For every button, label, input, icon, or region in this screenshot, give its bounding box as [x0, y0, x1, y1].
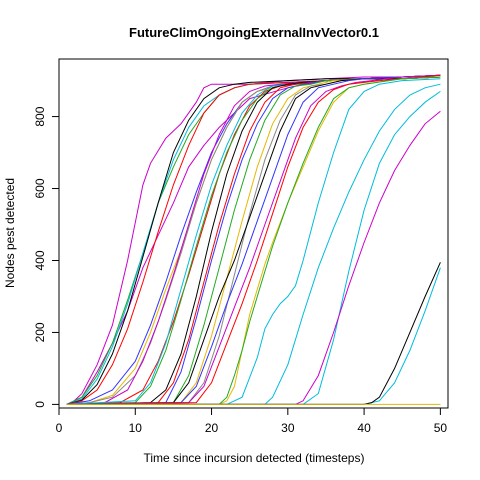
series-line-6: [66, 76, 441, 405]
x-axis-label: Time since incursion detected (timesteps…: [144, 451, 365, 465]
series-line-24: [66, 76, 441, 405]
series-line-22: [66, 74, 441, 405]
series-line-21: [66, 74, 441, 405]
x-tick-label: 10: [129, 421, 143, 435]
x-tick-label: 40: [357, 421, 371, 435]
series-line-2: [66, 76, 441, 405]
x-tick-label: 20: [205, 421, 219, 435]
series-line-4: [66, 76, 441, 405]
y-tick-label: 200: [33, 322, 47, 342]
series-line-8: [66, 76, 441, 405]
series-line-18: [66, 76, 441, 405]
series-line-28: [66, 90, 441, 405]
series-layer: [66, 74, 441, 405]
series-line-23: [66, 74, 441, 405]
x-tick-label: 50: [434, 421, 448, 435]
plot-frame: [58, 58, 449, 409]
series-line-26: [66, 78, 441, 405]
series-line-10: [66, 76, 441, 405]
series-line-25: [66, 76, 441, 405]
series-line-14: [66, 76, 441, 405]
x-tick-label: 30: [281, 421, 295, 435]
series-line-13: [66, 76, 441, 405]
series-line-16: [66, 76, 441, 405]
y-tick-label: 0: [33, 401, 47, 408]
y-tick-label: 400: [33, 250, 47, 270]
x-tick-label: 0: [56, 421, 63, 435]
series-line-15: [66, 76, 441, 405]
series-line-11: [66, 76, 441, 405]
series-line-9: [66, 76, 441, 405]
series-line-19: [66, 76, 441, 405]
series-line-12: [66, 76, 441, 405]
series-line-3: [66, 76, 441, 405]
y-axis: 0 200 400 600 800: [33, 106, 60, 408]
y-tick-label: 600: [33, 178, 47, 198]
x-axis: 0 10 20 30 40 50: [56, 407, 448, 435]
y-axis-label: Nodes pest detected: [3, 178, 17, 288]
chart-title: FutureClimOngoingExternalInvVector0.1: [129, 25, 379, 40]
series-line-29: [66, 110, 441, 405]
series-line-27: [66, 83, 441, 405]
series-line-5: [66, 76, 441, 405]
y-tick-label: 800: [33, 106, 47, 126]
